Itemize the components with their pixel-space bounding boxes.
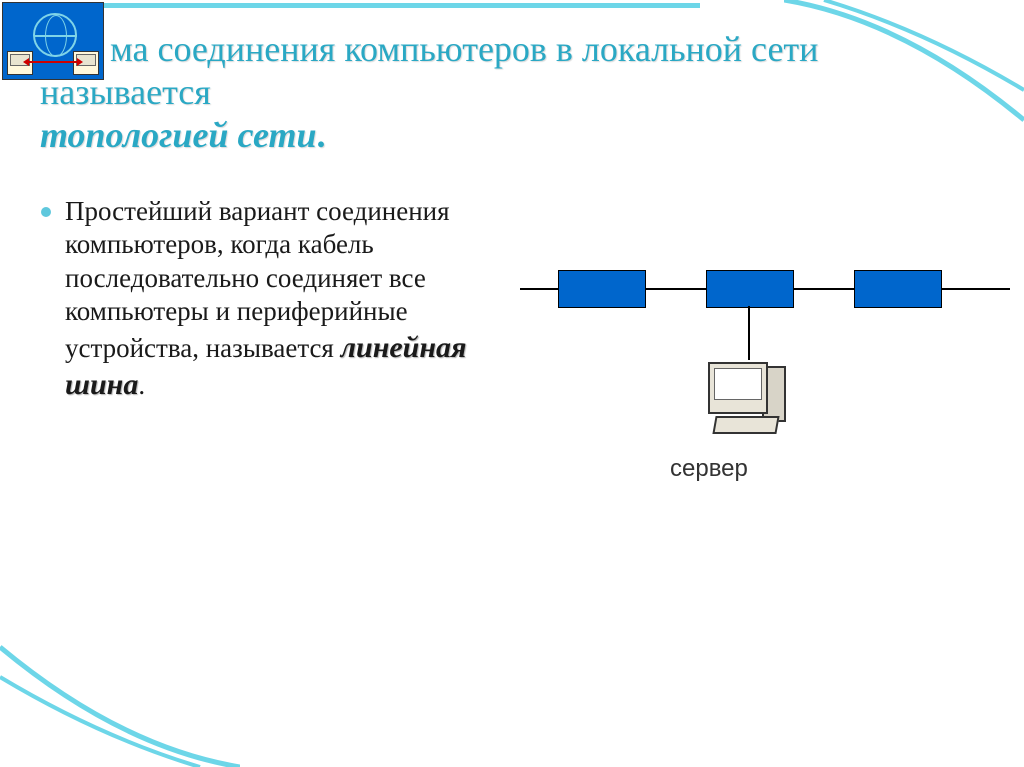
drop-line [748,306,750,360]
network-node [558,270,646,308]
decor-line-top [100,3,700,8]
bus-segment [940,288,1010,290]
server-icon [700,362,800,442]
bus-segment [644,288,706,290]
server-label: сервер [670,455,748,483]
title-line-1: ма соединения компьютеров в локальной се… [40,28,984,71]
body-paragraph: Простейший вариант соединения компьютеро… [65,195,495,403]
network-node [854,270,942,308]
title-line-2: называется [40,71,984,114]
bus-topology-diagram: сервер [520,270,1010,530]
bus-segment [520,288,558,290]
title-line-3: топологией сети. [40,115,325,155]
bullet-icon [41,207,51,217]
network-node [706,270,794,308]
bus-segment [792,288,854,290]
decor-bottom-left [0,627,240,767]
body-period: . [138,370,145,400]
slide-title: ма соединения компьютеров в локальной се… [40,28,984,158]
